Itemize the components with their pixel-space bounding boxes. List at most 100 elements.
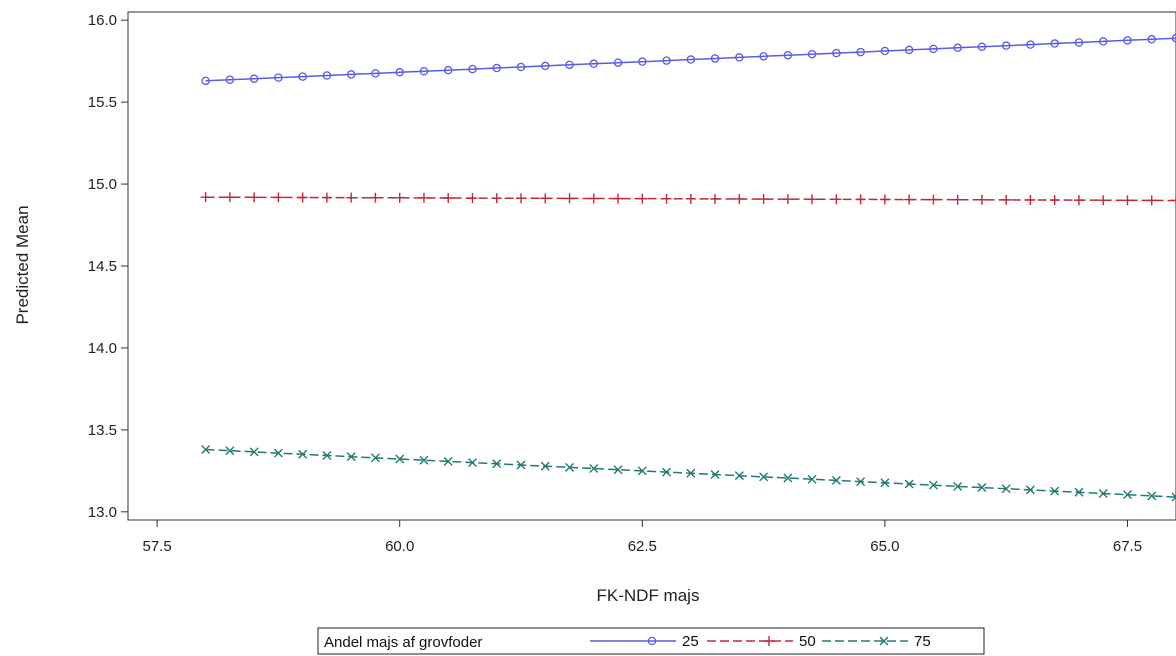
data-point (200, 192, 211, 203)
data-point (686, 55, 696, 64)
x-axis-title: FK-NDF majs (597, 586, 700, 605)
data-point (904, 45, 914, 55)
data-point (516, 62, 526, 72)
data-point (1171, 33, 1176, 43)
data-point (759, 52, 768, 61)
data-point (783, 51, 793, 60)
data-point (613, 58, 623, 67)
data-point (298, 72, 307, 81)
data-point (249, 74, 259, 83)
series-50 (200, 192, 1176, 206)
data-point (637, 466, 647, 476)
data-point (855, 194, 866, 205)
data-point (734, 471, 744, 481)
data-point (807, 194, 818, 205)
data-point (346, 452, 356, 462)
data-point (443, 192, 454, 203)
data-point (443, 456, 453, 466)
plot-area (127, 11, 1176, 521)
data-point (394, 192, 405, 203)
y-tick-label: 13.5 (88, 422, 117, 439)
legend-entry-75: 75 (822, 633, 931, 650)
x-tick-label: 60.0 (385, 538, 414, 555)
data-point (1098, 488, 1108, 498)
data-point (589, 59, 599, 69)
data-point (710, 54, 720, 63)
data-point (249, 447, 259, 457)
y-axis-title: Predicted Mean (13, 205, 32, 324)
data-point (662, 467, 672, 477)
data-point (346, 192, 357, 203)
legend-label: 50 (799, 633, 816, 650)
data-point (831, 194, 842, 205)
data-point (613, 193, 624, 204)
legend-label: 25 (682, 633, 699, 650)
data-point (1098, 37, 1108, 46)
data-point (1171, 492, 1176, 502)
x-tick-label: 57.5 (143, 538, 172, 555)
data-point (1049, 195, 1060, 206)
y-axis: 13.0 13.5 14.0 14.5 15.0 15.5 16.0 (88, 12, 128, 521)
series-75 (201, 445, 1176, 502)
data-point (856, 477, 866, 487)
data-point (710, 193, 721, 204)
data-point (734, 193, 745, 204)
data-point (1001, 194, 1012, 205)
data-point (1001, 41, 1011, 50)
data-point (976, 194, 987, 205)
data-point (856, 47, 865, 57)
data-point (225, 75, 235, 85)
data-point (953, 43, 962, 53)
legend-marker (879, 636, 889, 646)
data-point (831, 475, 841, 485)
data-point (1147, 491, 1157, 501)
data-point (977, 42, 987, 51)
data-point (516, 460, 526, 470)
legend-entry-50: 50 (707, 633, 816, 650)
series-layer (200, 33, 1176, 502)
data-point (395, 454, 405, 464)
series-line (205, 37, 1176, 82)
data-point (735, 53, 744, 62)
data-point (929, 44, 938, 54)
data-point (1147, 35, 1156, 44)
data-point (928, 194, 939, 205)
data-point (638, 57, 647, 66)
x-tick-label: 62.5 (628, 538, 657, 555)
data-point (540, 461, 550, 471)
data-point (274, 73, 283, 82)
data-point (419, 66, 429, 76)
data-point (225, 446, 235, 456)
data-point (297, 192, 308, 203)
data-point (661, 193, 672, 204)
data-point (1001, 484, 1011, 494)
data-point (273, 192, 284, 203)
data-point (880, 478, 890, 488)
data-point (807, 474, 817, 484)
data-point (491, 193, 502, 204)
y-tick-label: 14.5 (88, 258, 117, 275)
data-point (782, 194, 793, 205)
data-point (443, 65, 453, 75)
legend-label: 75 (914, 633, 931, 650)
data-point (492, 459, 502, 469)
data-point (370, 192, 381, 203)
data-point (904, 479, 914, 489)
data-point (395, 68, 404, 77)
data-point (904, 194, 915, 205)
legend-entries: 25 50 75 (590, 633, 931, 650)
series-25 (201, 33, 1176, 86)
data-point (565, 60, 574, 70)
data-point (832, 48, 841, 58)
data-point (540, 193, 551, 204)
data-point (273, 448, 283, 458)
legend-title: Andel majs af grovfoder (324, 634, 482, 651)
data-point (758, 194, 769, 205)
data-point (1074, 38, 1084, 47)
data-point (1050, 486, 1060, 496)
data-point (321, 192, 332, 203)
data-point (879, 194, 890, 205)
data-point (710, 469, 720, 479)
data-point (1122, 195, 1133, 206)
